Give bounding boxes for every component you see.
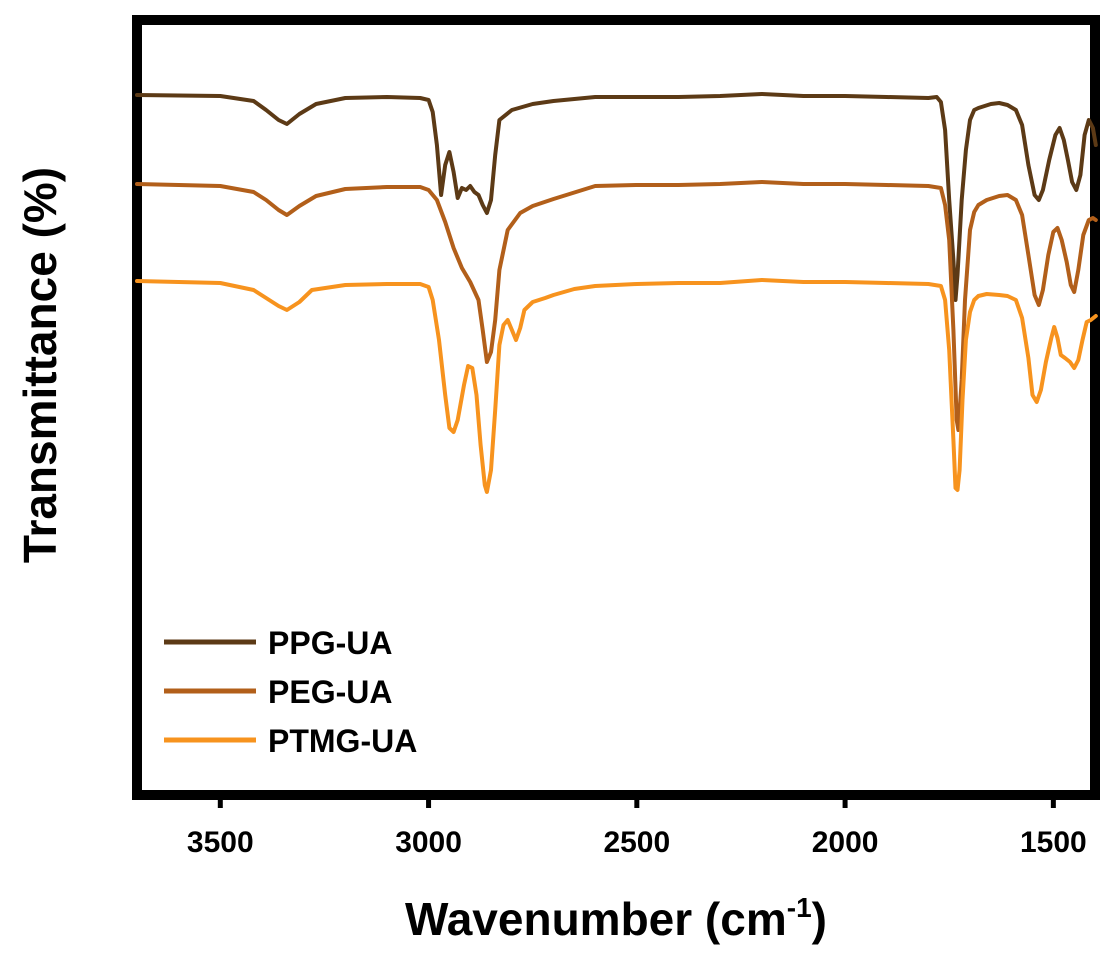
legend-label-peg-ua: PEG-UA <box>268 674 392 710</box>
series-line-peg-ua <box>135 180 1098 432</box>
x-tick-label: 1500 <box>1020 826 1087 859</box>
series-group <box>135 92 1098 494</box>
x-tick-label: 3000 <box>395 826 462 859</box>
x-tick-label: 2000 <box>812 826 879 859</box>
x-tick-label: 3500 <box>187 826 254 859</box>
x-axis-title-main: Wavenumber (cm <box>405 893 787 945</box>
series-line-ptmg-ua <box>135 278 1098 494</box>
x-axis-title: Wavenumber (cm-1) <box>405 892 827 945</box>
x-tick-label: 2500 <box>603 826 670 859</box>
series-line-ppg-ua <box>135 92 1098 302</box>
x-axis-ticks: 3500 3000 2500 2000 1500 <box>187 795 1087 859</box>
legend-label-ppg-ua: PPG-UA <box>268 625 392 661</box>
plot-frame <box>132 15 1100 800</box>
legend: PPG-UA PEG-UA PTMG-UA <box>164 625 417 759</box>
x-axis-title-sup: -1 <box>787 892 812 923</box>
x-axis-title-close: ) <box>812 893 827 945</box>
y-axis-title: Transmittance (%) <box>14 167 66 563</box>
legend-label-ptmg-ua: PTMG-UA <box>268 723 417 759</box>
